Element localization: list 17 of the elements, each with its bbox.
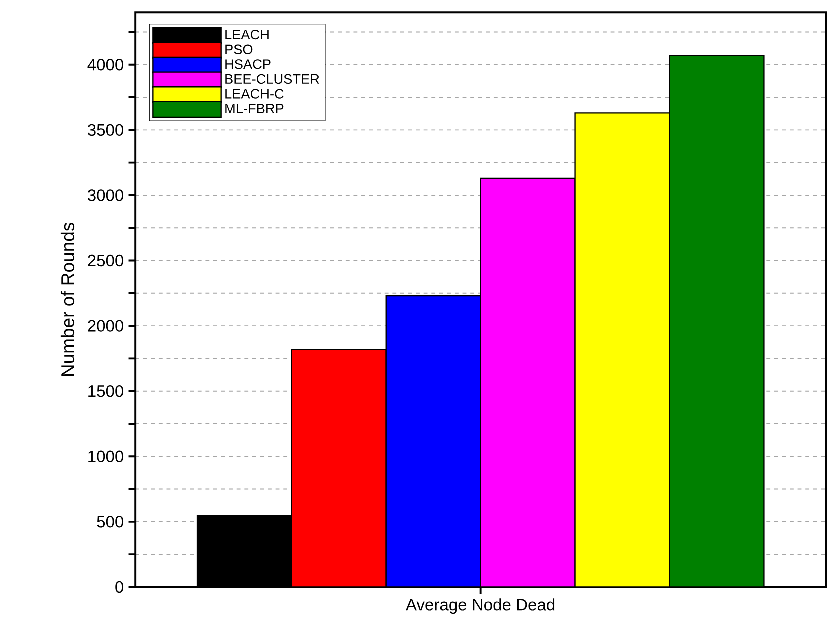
y-tick-label: 1000 bbox=[88, 450, 124, 462]
y-tick-label: 4000 bbox=[88, 58, 124, 71]
y-axis-title: Number of Rounds bbox=[60, 222, 75, 376]
y-tick-label: 2000 bbox=[88, 320, 124, 332]
legend-label: LEACH bbox=[226, 30, 269, 40]
legend-label: HSACP bbox=[226, 59, 271, 70]
y-tick-label: 500 bbox=[97, 516, 124, 528]
x-tick-label: Average Node Dead bbox=[406, 598, 555, 614]
y-tick-label: 1500 bbox=[88, 385, 124, 398]
legend-label: BEE-CLUSTER bbox=[226, 74, 320, 84]
y-tick-label: 2500 bbox=[88, 254, 124, 266]
y-tick-label: 3500 bbox=[88, 124, 124, 136]
y-tick-label: 3000 bbox=[88, 189, 124, 202]
legend-label: PSO bbox=[226, 44, 253, 54]
y-tick-label: 0 bbox=[116, 581, 124, 593]
legend-label: ML-FBRP bbox=[226, 104, 284, 114]
legend-label: LEACH-C bbox=[226, 89, 284, 99]
